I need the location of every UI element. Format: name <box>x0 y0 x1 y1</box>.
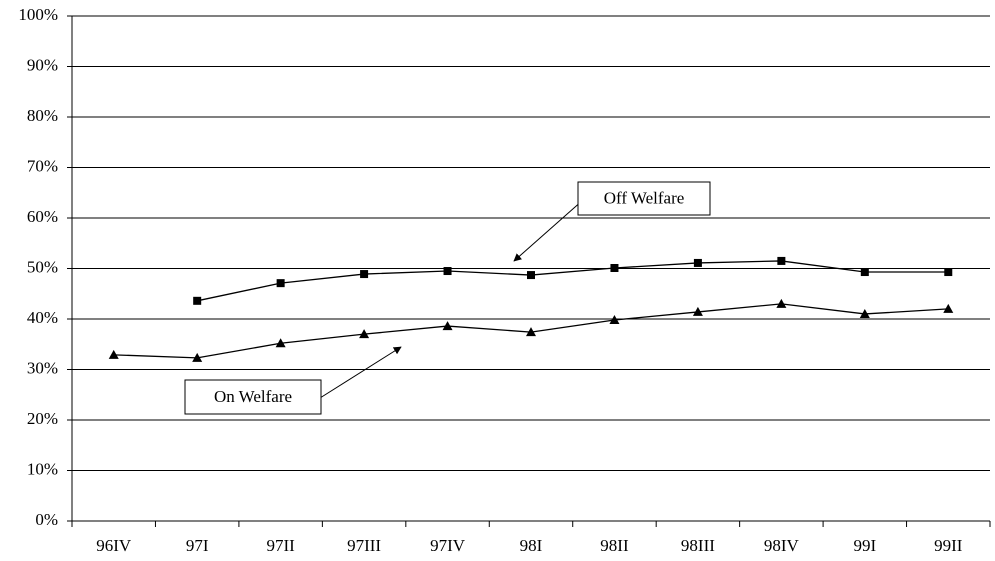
marker <box>359 329 370 339</box>
y-tick-label: 30% <box>27 358 58 377</box>
marker <box>276 279 285 288</box>
y-tick-label: 70% <box>27 156 58 175</box>
y-tick-label: 40% <box>27 308 58 327</box>
marker <box>610 263 619 272</box>
marker <box>692 306 703 316</box>
x-tick-label: 99I <box>853 536 876 555</box>
x-tick-label: 98IV <box>764 536 800 555</box>
marker <box>609 315 620 325</box>
x-tick-label: 99II <box>934 536 963 555</box>
marker <box>693 258 702 267</box>
x-tick-label: 96IV <box>96 536 132 555</box>
marker <box>860 268 869 277</box>
x-tick-label: 98I <box>520 536 543 555</box>
marker <box>442 321 453 331</box>
marker <box>192 352 203 362</box>
annotation-label: Off Welfare <box>604 188 685 207</box>
y-tick-label: 60% <box>27 207 58 226</box>
y-tick-label: 80% <box>27 106 58 125</box>
annotation-label: On Welfare <box>214 387 292 406</box>
y-tick-label: 100% <box>18 5 58 24</box>
marker <box>360 270 369 279</box>
marker <box>526 327 536 337</box>
x-tick-label: 98III <box>681 536 715 555</box>
series-line <box>197 260 949 302</box>
y-tick-label: 20% <box>27 409 58 428</box>
marker <box>943 303 954 313</box>
y-tick-label: 0% <box>35 510 58 529</box>
y-tick-label: 50% <box>27 257 58 276</box>
y-tick-label: 10% <box>27 459 58 478</box>
x-tick-label: 98II <box>600 536 629 555</box>
marker <box>527 271 535 280</box>
annotation-arrow <box>513 199 584 262</box>
x-tick-label: 97III <box>347 536 381 555</box>
annotation-box <box>184 379 322 415</box>
marker <box>859 308 870 318</box>
x-tick-label: 97II <box>266 536 295 555</box>
marker <box>275 338 286 348</box>
annotation-box <box>577 181 711 216</box>
y-tick-label: 90% <box>27 55 58 74</box>
x-tick-label: 97I <box>186 536 209 555</box>
marker <box>777 256 786 265</box>
marker <box>944 268 953 277</box>
marker <box>776 298 787 308</box>
marker <box>193 296 202 305</box>
marker <box>443 267 452 276</box>
annotation-arrow <box>319 346 402 399</box>
x-tick-label: 97IV <box>430 536 466 555</box>
marker <box>108 349 119 359</box>
